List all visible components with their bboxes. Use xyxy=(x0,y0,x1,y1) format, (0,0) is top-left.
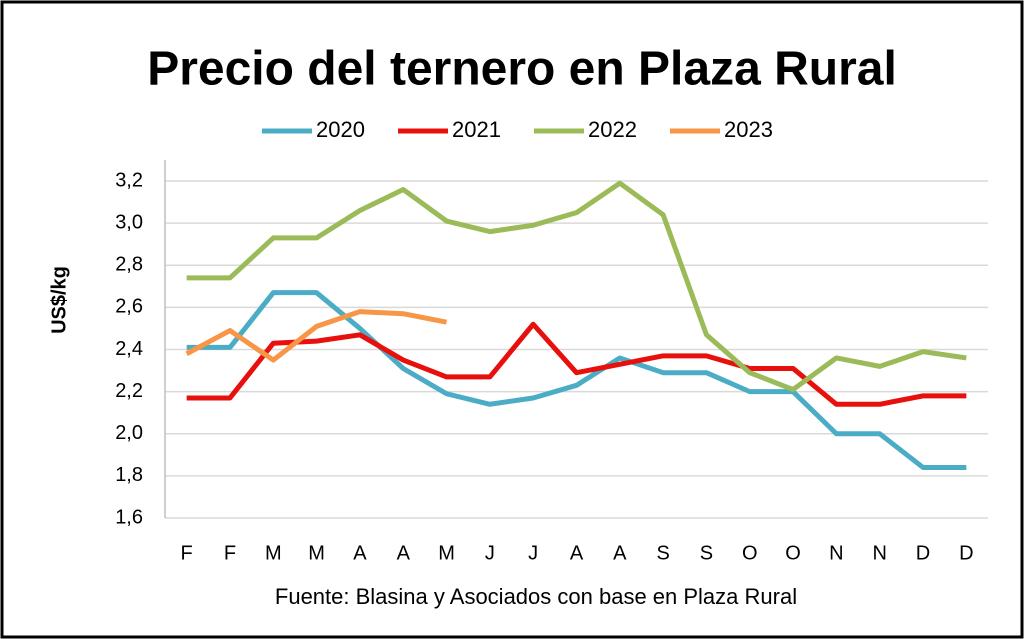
y-tick-label: 3,0 xyxy=(115,211,143,233)
series-line xyxy=(186,290,967,470)
x-tick-label: J xyxy=(528,542,538,564)
legend-label: 2022 xyxy=(588,117,637,142)
x-tick-label: D xyxy=(916,542,930,564)
source-note: Fuente: Blasina y Asociados con base en … xyxy=(275,584,797,609)
y-axis-label: US$/kg xyxy=(48,266,70,334)
x-tick-label: M xyxy=(308,542,325,564)
x-tick-label: A xyxy=(397,542,411,564)
x-tick-label: M xyxy=(265,542,282,564)
x-tick-label: F xyxy=(224,542,236,564)
x-tick-label: S xyxy=(656,542,669,564)
x-tick-label: A xyxy=(613,542,627,564)
x-tick-label: M xyxy=(438,542,455,564)
y-tick-label: 3,2 xyxy=(115,169,143,191)
y-tick-label: 2,0 xyxy=(115,422,143,444)
legend-label: 2023 xyxy=(724,117,773,142)
x-tick-label: O xyxy=(785,542,801,564)
x-tick-label: A xyxy=(570,542,584,564)
chart-title: Precio del ternero en Plaza Rural xyxy=(147,43,897,96)
y-tick-label: 2,6 xyxy=(115,296,143,318)
x-tick-label: O xyxy=(742,542,758,564)
x-tick-label: N xyxy=(872,542,886,564)
series-line xyxy=(186,180,967,393)
series-line xyxy=(185,309,448,363)
x-tick-label: S xyxy=(700,542,713,564)
y-tick-label: 1,8 xyxy=(115,464,143,486)
x-tick-label: N xyxy=(829,542,843,564)
series-line xyxy=(186,321,967,407)
x-tick-label: J xyxy=(485,542,495,564)
y-tick-label: 2,8 xyxy=(115,254,143,276)
legend-label: 2020 xyxy=(316,117,365,142)
y-tick-label: 1,6 xyxy=(115,506,143,528)
y-tick-label: 2,2 xyxy=(115,380,143,402)
x-tick-label: A xyxy=(353,542,367,564)
y-tick-label: 2,4 xyxy=(115,338,143,360)
x-tick-label: F xyxy=(181,542,193,564)
legend-label: 2021 xyxy=(452,117,501,142)
x-tick-label: D xyxy=(959,542,973,564)
